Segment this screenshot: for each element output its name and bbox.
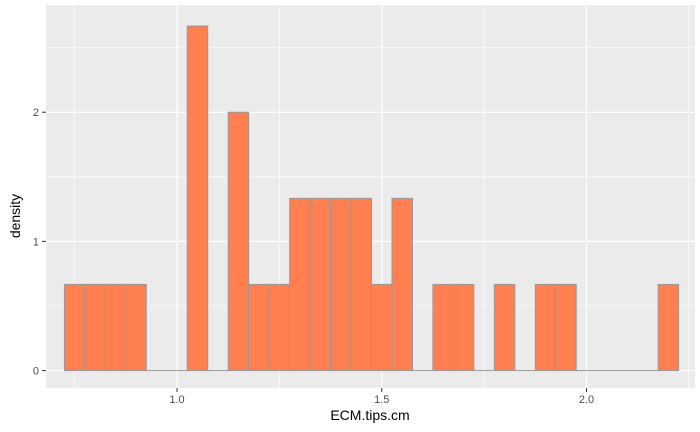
histogram-bar: [330, 197, 352, 372]
x-tick-label: 1.5: [374, 394, 389, 406]
x-tick-label: 1.0: [169, 394, 184, 406]
y-axis-title: density: [7, 194, 23, 238]
histogram-bar: [84, 283, 106, 372]
histogram-bar: [289, 197, 311, 372]
histogram-bar: [534, 283, 557, 372]
histogram-bar: [555, 283, 577, 372]
y-tick-label: 0: [33, 366, 39, 378]
histogram-bar: [227, 111, 250, 372]
histogram-bar: [432, 283, 454, 372]
histogram-bar: [452, 283, 475, 372]
histogram-bars: [63, 25, 680, 372]
x-tick-label: 2.0: [579, 394, 594, 406]
histogram-bar: [63, 283, 86, 372]
histogram-bar: [657, 283, 680, 372]
y-tick-label: 1: [33, 236, 39, 248]
histogram-bar: [391, 197, 413, 372]
histogram-bar: [493, 283, 516, 372]
histogram-bar: [125, 283, 147, 372]
x-axis-title: ECM.tips.cm: [330, 407, 409, 423]
y-axis-ticks: 0 1 2: [33, 107, 46, 378]
histogram-bar: [350, 197, 373, 372]
histogram-bar: [186, 25, 209, 372]
y-tick-label: 2: [33, 107, 39, 119]
x-axis-ticks: 1.0 1.5 2.0: [169, 388, 594, 406]
histogram-bar: [268, 283, 291, 372]
histogram-bar: [371, 283, 393, 372]
histogram-bar: [309, 197, 332, 372]
histogram-bar: [104, 283, 127, 372]
histogram-bar: [248, 283, 270, 372]
